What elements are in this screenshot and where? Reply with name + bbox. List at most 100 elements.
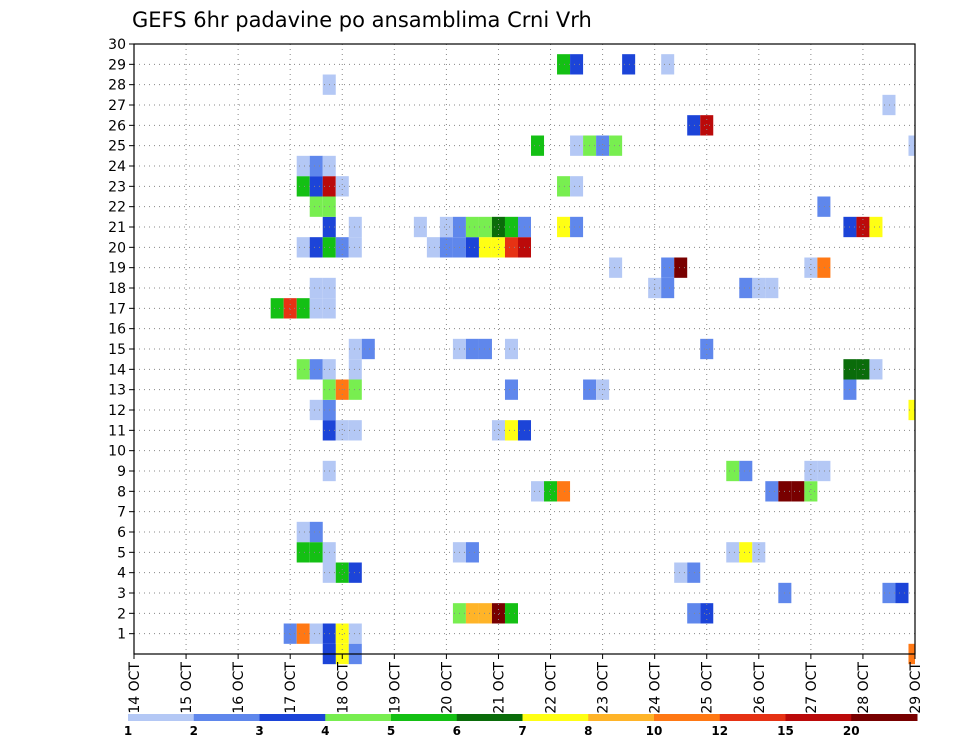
precip-cell <box>687 115 701 136</box>
precip-cell <box>309 521 323 543</box>
x-axis-ticks: 14 OCT 15 OCT 16 OCT 17 OCT 18 OCT 19 OCT 20 O… <box>127 654 924 714</box>
precip-cell <box>557 216 571 238</box>
colorbar-swatch <box>259 714 326 721</box>
precip-cell <box>804 460 818 482</box>
precip-cell <box>817 460 831 482</box>
y-tick-label: 6 <box>117 525 126 541</box>
precip-cell <box>504 420 518 441</box>
precip-cell <box>348 623 362 644</box>
y-tick-label: 25 <box>108 139 126 155</box>
precip-cell <box>726 460 740 482</box>
precip-cell <box>661 54 675 75</box>
y-tick-label: 11 <box>108 423 126 439</box>
precip-cell <box>504 216 518 238</box>
y-tick-label: 23 <box>108 179 126 195</box>
precip-cell <box>478 338 492 360</box>
precip-cell <box>413 216 427 238</box>
precip-cell <box>504 237 518 258</box>
precip-cell <box>348 216 362 238</box>
y-tick-label: 14 <box>108 362 126 378</box>
precip-cell <box>296 542 310 563</box>
grid-lines <box>134 44 915 654</box>
colorbar-swatch <box>128 714 195 721</box>
precip-cell <box>504 603 518 624</box>
precip-cell <box>491 216 505 238</box>
precip-cell <box>557 176 571 197</box>
x-tick-label: 19 OCT <box>387 662 403 714</box>
colorbar-legend: 1 2 3 4 5 6 7 8 10 12 15 20 <box>124 714 918 738</box>
y-axis-ticks: 1234567891011121314151617181920212223242… <box>108 37 134 643</box>
y-tick-label: 16 <box>108 322 126 338</box>
precip-cell <box>504 338 518 360</box>
precip-cell <box>739 460 753 482</box>
precip-cell <box>296 155 310 177</box>
x-tick-label: 24 OCT <box>648 662 664 714</box>
precip-cell <box>309 359 323 380</box>
precip-cell <box>348 237 362 258</box>
precip-cell <box>557 54 571 75</box>
precip-cell <box>700 338 714 360</box>
y-tick-label: 27 <box>108 98 126 114</box>
y-tick-label: 8 <box>117 484 126 500</box>
precip-cell <box>765 481 779 502</box>
precip-cell <box>869 359 883 380</box>
precip-cell <box>348 359 362 380</box>
precip-cell <box>309 237 323 258</box>
precip-cell <box>895 582 909 604</box>
colorbar-swatch <box>719 714 786 721</box>
precip-cell <box>674 257 688 278</box>
colorbar-swatch <box>391 714 458 721</box>
precip-cell <box>752 277 766 299</box>
y-tick-label: 2 <box>117 606 126 622</box>
y-tick-label: 12 <box>108 403 126 419</box>
precip-cell <box>465 542 479 563</box>
precip-cell <box>531 481 545 502</box>
colorbar-label: 20 <box>843 724 860 738</box>
colorbar-label: 6 <box>453 724 461 738</box>
x-tick-label: 21 OCT <box>491 662 507 714</box>
precip-cell <box>283 623 297 644</box>
y-tick-label: 20 <box>108 240 126 256</box>
precip-cell <box>531 135 545 156</box>
precip-cell <box>478 603 492 624</box>
precip-cell <box>296 521 310 543</box>
precip-cell <box>296 623 310 644</box>
precip-cell <box>908 135 915 156</box>
precip-cell <box>882 582 896 604</box>
precip-cell <box>491 420 505 441</box>
x-tick-label: 27 OCT <box>804 662 820 714</box>
precip-cell <box>296 298 310 319</box>
precip-cell <box>726 542 740 563</box>
precip-cell <box>570 54 584 75</box>
colorbar-swatch <box>785 714 852 721</box>
precip-cell <box>817 257 831 278</box>
precip-cell <box>700 115 714 136</box>
precip-cell <box>478 237 492 258</box>
y-tick-label: 30 <box>108 37 126 53</box>
precip-cell <box>908 399 915 421</box>
precip-cell <box>270 298 284 319</box>
precip-cell <box>687 603 701 624</box>
colorbar-label: 3 <box>255 724 263 738</box>
precip-cell <box>309 155 323 177</box>
data-cells <box>270 54 915 665</box>
precip-cell <box>661 277 675 299</box>
y-tick-label: 29 <box>108 57 126 73</box>
precip-cell <box>791 481 805 502</box>
precip-cell <box>361 338 375 360</box>
precip-cell <box>544 481 558 502</box>
y-tick-label: 5 <box>117 545 126 561</box>
precip-cell <box>765 277 779 299</box>
precip-cell <box>739 277 753 299</box>
y-tick-label: 15 <box>108 342 126 358</box>
precip-cell <box>296 237 310 258</box>
precip-cell <box>570 216 584 238</box>
precip-cell <box>491 603 505 624</box>
precip-cell <box>882 94 896 116</box>
colorbar-label: 12 <box>711 724 728 738</box>
precip-cell <box>478 216 492 238</box>
y-tick-label: 7 <box>117 505 126 521</box>
x-tick-label: 29 OCT <box>908 662 924 714</box>
y-tick-label: 22 <box>108 200 126 216</box>
colorbar-label: 15 <box>777 724 794 738</box>
